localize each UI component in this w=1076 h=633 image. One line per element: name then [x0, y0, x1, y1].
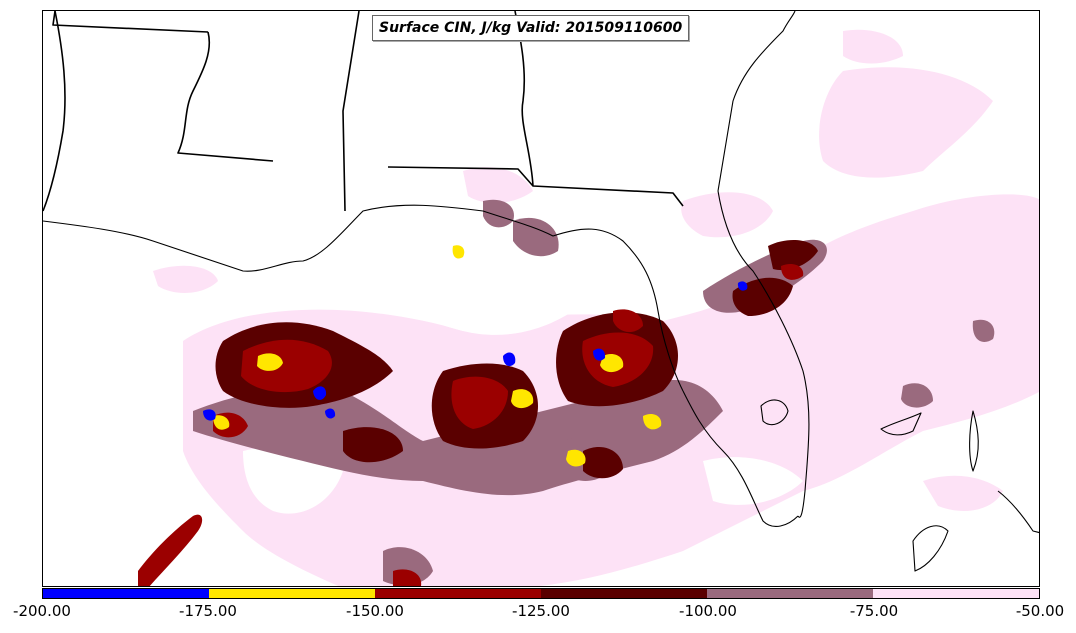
island-fragment	[997, 490, 1039, 534]
atlantic-coast	[717, 11, 796, 192]
colorbar-tick: -175.00	[179, 602, 237, 620]
map-title: Surface CIN, J/kg Valid: 201509110600	[372, 15, 690, 41]
coastline	[43, 11, 1039, 572]
state-boundaries	[43, 11, 684, 212]
alabama-mississippi-line	[342, 11, 360, 212]
colorbar-segment-1	[43, 589, 209, 598]
cin-band-yellow	[213, 245, 662, 467]
colorbar-tick: -200.00	[13, 602, 71, 620]
cin-field-layer	[138, 29, 1039, 586]
colorbar-segment-4	[541, 589, 707, 598]
colorbar-segment-5	[707, 589, 873, 598]
cuba-fragment	[912, 525, 949, 572]
colorbar-segment-6	[873, 589, 1039, 598]
gulf-coast	[43, 204, 684, 392]
florida-west-coast	[682, 390, 799, 527]
colorbar-tick: -50.00	[1015, 602, 1065, 620]
louisiana-west-boundary	[43, 11, 66, 212]
alabama-florida-line	[387, 166, 684, 207]
cin-band-red	[138, 264, 804, 586]
colorbar-segment-3	[375, 589, 541, 598]
lake-okeechobee	[760, 399, 789, 426]
colorbar	[42, 588, 1040, 599]
cin-map	[43, 11, 1039, 586]
colorbar-tick: -100.00	[679, 602, 737, 620]
colorbar-segment-2	[209, 589, 375, 598]
colorbar-tick: -150.00	[346, 602, 404, 620]
florida-east-coast	[717, 190, 810, 518]
colorbar-tick: -75.00	[849, 602, 899, 620]
colorbar-tick-labels: -200.00 -175.00 -150.00 -125.00 -100.00 …	[0, 602, 1076, 624]
mississippi-river-boundary	[177, 31, 274, 162]
bahamas-island-2	[969, 410, 979, 472]
colorbar-tick: -125.00	[512, 602, 570, 620]
bahamas-island-1	[880, 412, 922, 436]
cin-band-blue	[203, 281, 748, 421]
louisiana-arkansas-line	[52, 11, 209, 33]
map-panel	[42, 10, 1040, 587]
